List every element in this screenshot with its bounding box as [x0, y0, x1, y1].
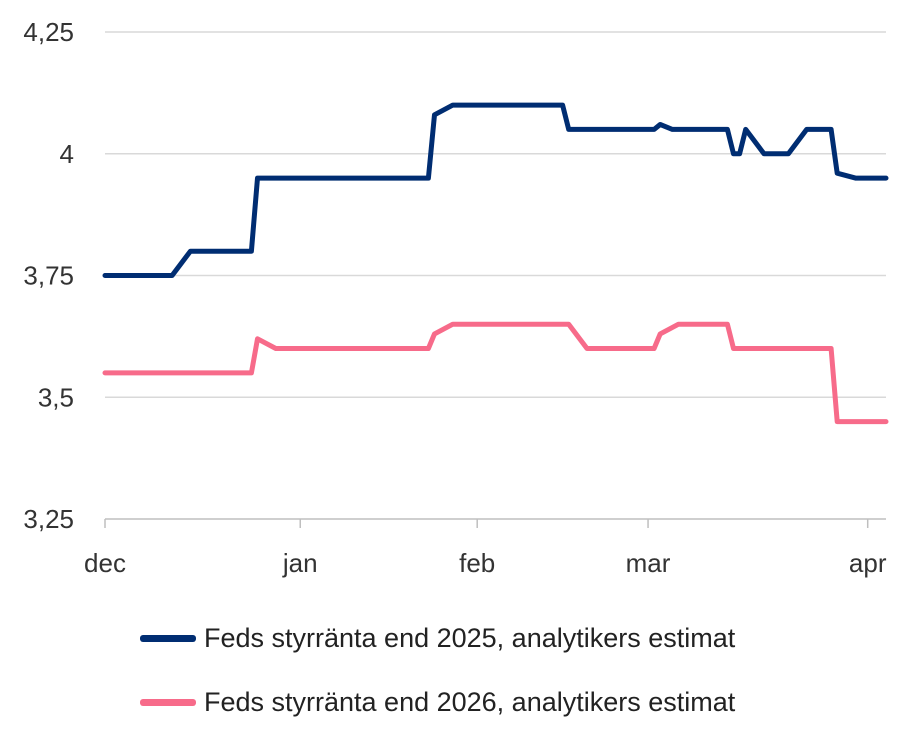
- y-tick-label: 4: [60, 139, 74, 169]
- y-tick-label: 3,25: [23, 504, 74, 534]
- x-tick-label: mar: [626, 548, 671, 578]
- x-tick-label: jan: [282, 548, 318, 578]
- x-tick-label: feb: [459, 548, 495, 578]
- legend-swatch-2026: [140, 698, 196, 706]
- legend-label-2025: Feds styrränta end 2025, analytikers est…: [204, 622, 736, 653]
- legend-item-2025[interactable]: Feds styrränta end 2025, analytikers est…: [140, 606, 900, 670]
- x-tick-label: dec: [84, 548, 126, 578]
- legend-swatch-2025: [140, 634, 196, 642]
- y-tick-label: 4,25: [23, 17, 74, 47]
- line-chart: 3,25 3,5 3,75 4 4,25 dec jan feb mar apr: [23, 17, 889, 578]
- series-line-2026: [102, 321, 889, 425]
- legend-item-2026[interactable]: Feds styrränta end 2026, analytikers est…: [140, 670, 900, 734]
- legend-label-2026: Feds styrränta end 2026, analytikers est…: [204, 686, 736, 717]
- y-tick-label: 3,5: [38, 382, 74, 412]
- y-tick-label: 3,75: [23, 261, 74, 291]
- x-axis-tick-labels: dec jan feb mar apr: [84, 548, 887, 578]
- series-line-2025: [102, 102, 889, 278]
- x-axis: [104, 518, 886, 528]
- series-lines: [102, 102, 889, 425]
- x-tick-label: apr: [849, 548, 887, 578]
- gridlines: [105, 31, 886, 398]
- legend: Feds styrränta end 2025, analytikers est…: [140, 606, 900, 734]
- y-axis-tick-labels: 3,25 3,5 3,75 4 4,25: [23, 17, 74, 534]
